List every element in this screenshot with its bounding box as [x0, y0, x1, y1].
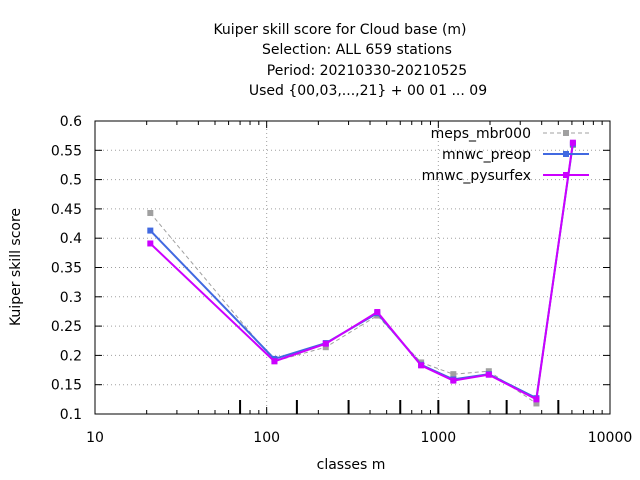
y-tick-label: 0.4	[60, 231, 82, 247]
x-tick-label: 10000	[588, 430, 633, 446]
data-point	[271, 358, 278, 365]
axes: 0.1 0.15 0.2 0.25 0.3 0.35 0.4 0.45 0.5 0.55 0.6 10…	[51, 114, 632, 446]
x-axis-title: classes m	[317, 457, 386, 473]
chart-title: Kuiper skill score for Cloud base (m) Se…	[213, 22, 487, 99]
y-tick-label: 0.25	[51, 319, 82, 335]
legend-label: meps_mbr000	[431, 126, 531, 142]
data-point	[322, 340, 329, 347]
legend: meps_mbr000 mnwc_preop mnwc_pysurfex	[422, 126, 589, 184]
legend-marker	[563, 172, 569, 178]
series-mnwc_pysurfex	[147, 139, 576, 403]
grid	[95, 121, 610, 414]
x-tick-label: 10	[86, 430, 104, 446]
title-line-3: Period: 20210330-20210525	[267, 63, 467, 79]
data-point	[418, 362, 425, 369]
data-point	[147, 240, 154, 247]
data-point	[569, 139, 576, 146]
x-tick-label: 100	[253, 430, 280, 446]
legend-label: mnwc_pysurfex	[422, 168, 531, 184]
x-tick-label: 1000	[421, 430, 457, 446]
title-line-1: Kuiper skill score for Cloud base (m)	[213, 22, 466, 38]
y-tick-label: 0.45	[51, 202, 82, 218]
data-point	[322, 344, 329, 351]
title-line-2: Selection: ALL 659 stations	[262, 42, 452, 58]
data-point	[450, 371, 457, 378]
data-point	[374, 309, 381, 316]
y-tick-label: 0.55	[51, 143, 82, 159]
y-tick-label: 0.2	[60, 348, 82, 364]
y-tick-label: 0.15	[51, 378, 82, 394]
y-tick-label: 0.35	[51, 261, 82, 277]
data-point	[147, 227, 154, 234]
series-group	[147, 139, 576, 407]
legend-marker	[563, 151, 569, 157]
data-point	[147, 210, 154, 217]
y-tick-label: 0.5	[60, 173, 82, 189]
data-point	[450, 377, 457, 384]
plot-frame	[94, 120, 611, 415]
legend-marker	[563, 130, 569, 136]
data-point	[533, 396, 540, 403]
y-tick-label: 0.6	[60, 114, 82, 130]
y-axis-title: Kuiper skill score	[8, 208, 24, 326]
legend-label: mnwc_preop	[442, 147, 531, 163]
data-point	[485, 371, 492, 378]
y-tick-label: 0.3	[60, 290, 82, 306]
y-tick-label: 0.1	[60, 407, 82, 423]
title-line-4: Used {00,03,...,21} + 00 01 ... 09	[249, 83, 487, 99]
data-point	[533, 400, 540, 407]
class-limit-markers	[239, 400, 560, 414]
